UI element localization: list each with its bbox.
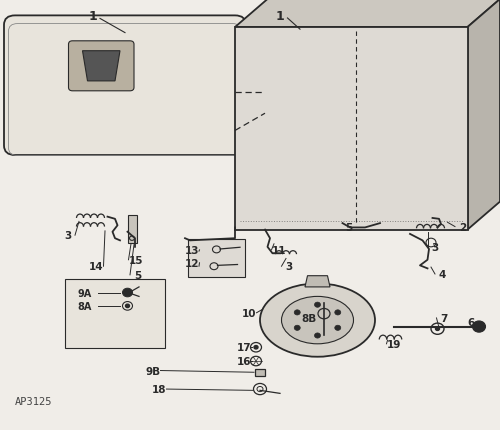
- Bar: [255, 369, 265, 376]
- Circle shape: [294, 326, 300, 331]
- Bar: [128, 215, 136, 243]
- Polygon shape: [235, 28, 468, 230]
- Text: 17: 17: [236, 342, 252, 353]
- Circle shape: [436, 327, 440, 331]
- Text: 10: 10: [242, 308, 256, 318]
- Text: 1: 1: [276, 10, 284, 23]
- Text: 1: 1: [88, 10, 97, 23]
- Text: 19: 19: [387, 339, 401, 349]
- Circle shape: [314, 302, 320, 307]
- Polygon shape: [468, 0, 500, 230]
- Text: 13: 13: [185, 245, 199, 255]
- Text: 18: 18: [152, 384, 166, 394]
- FancyBboxPatch shape: [4, 16, 246, 156]
- Circle shape: [314, 333, 320, 338]
- Text: 8B: 8B: [302, 313, 316, 323]
- Text: 15: 15: [129, 255, 144, 265]
- Text: 8A: 8A: [78, 301, 92, 311]
- Text: 6: 6: [468, 317, 474, 328]
- Text: 2: 2: [459, 222, 466, 232]
- Text: 3: 3: [64, 230, 71, 241]
- Ellipse shape: [260, 284, 375, 357]
- Text: 14: 14: [88, 261, 104, 272]
- Text: 11: 11: [272, 245, 286, 255]
- Polygon shape: [305, 276, 330, 287]
- Bar: [188, 240, 245, 278]
- FancyBboxPatch shape: [68, 42, 134, 92]
- Circle shape: [126, 304, 130, 308]
- Ellipse shape: [282, 297, 354, 344]
- Text: 5: 5: [346, 222, 352, 232]
- Text: AP3125: AP3125: [15, 396, 52, 406]
- Polygon shape: [82, 52, 120, 82]
- Circle shape: [254, 346, 258, 349]
- Polygon shape: [235, 0, 500, 28]
- Circle shape: [472, 321, 486, 332]
- Text: 16: 16: [237, 356, 252, 366]
- Circle shape: [335, 326, 341, 331]
- Bar: [65, 280, 165, 348]
- Circle shape: [294, 310, 300, 315]
- Circle shape: [335, 310, 341, 315]
- Text: 9A: 9A: [78, 289, 92, 299]
- Text: 12: 12: [185, 258, 199, 268]
- Text: 5: 5: [134, 270, 141, 280]
- Text: 3: 3: [286, 261, 292, 272]
- Text: 3: 3: [432, 242, 438, 252]
- Circle shape: [122, 289, 132, 297]
- Text: 4: 4: [439, 269, 446, 280]
- Text: 7: 7: [440, 313, 448, 323]
- Text: 9B: 9B: [146, 366, 160, 376]
